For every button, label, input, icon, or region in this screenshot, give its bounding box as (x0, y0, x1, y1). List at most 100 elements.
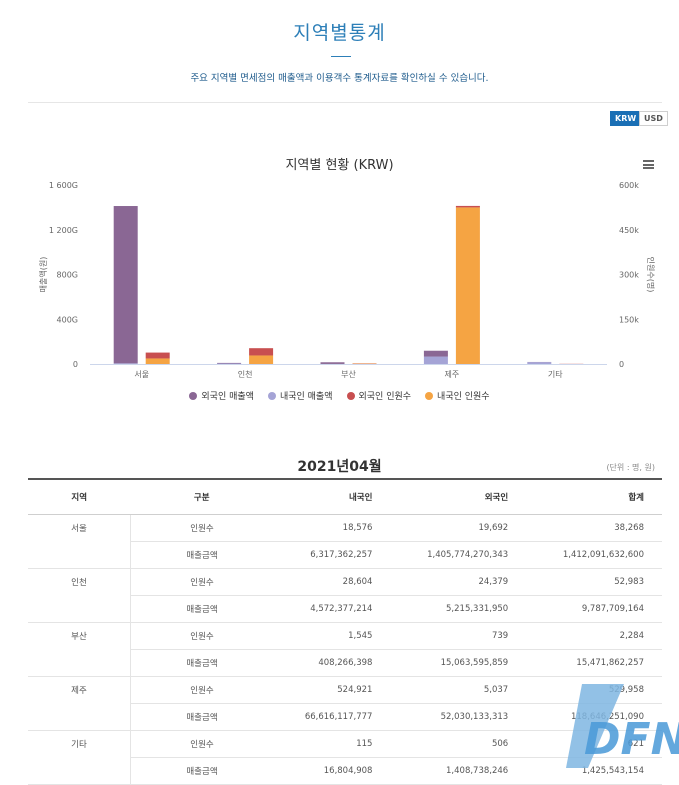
x-tick-label: 인천 (238, 369, 253, 379)
chart-area: 0 400G 800G 1 200G 1 600G 0 150k 300k 450k 600k 매출… (0, 175, 679, 385)
y-right-axis-title: 인원수(명) (646, 257, 656, 293)
type-cell: 인원수 (131, 731, 274, 758)
value-cell: 6,317,362,257 (273, 542, 390, 569)
value-cell: 739 (390, 623, 526, 650)
bar-foreign-sales (321, 362, 345, 364)
table-period: 2021년04월 (0, 456, 679, 476)
page-subtitle: 주요 지역별 면세점의 매출액과 이용객수 통계자료를 확인하실 수 있습니다. (0, 70, 679, 84)
header-region: 지역 (28, 479, 131, 515)
bar-foreign-sales (424, 351, 448, 357)
type-cell: 인원수 (131, 677, 274, 704)
type-cell: 매출금액 (131, 650, 274, 677)
legend-label: 외국인 매출액 (201, 392, 254, 402)
y-left-tick-label: 400G (57, 315, 78, 324)
legend-label: 내국인 인원수 (437, 392, 490, 402)
legend-dot-icon (425, 392, 433, 400)
region-cell: 기타 (28, 731, 131, 785)
bar-domestic-people (146, 358, 170, 364)
value-cell: 66,616,117,777 (273, 704, 390, 731)
page-title: 지역별통계 (0, 18, 679, 45)
header-domestic: 내국인 (273, 479, 390, 515)
bar-domestic-people (456, 207, 480, 364)
legend-item[interactable]: 내국인 인원수 (425, 389, 490, 402)
legend-dot-icon (268, 392, 276, 400)
top-divider (28, 102, 662, 103)
chart-legend: 외국인 매출액 내국인 매출액 외국인 인원수 내국인 인원수 (0, 389, 679, 402)
legend-label: 외국인 인원수 (359, 392, 412, 402)
y-right-tick-label: 150k (619, 315, 639, 324)
value-cell: 9,787,709,164 (526, 596, 662, 623)
value-cell: 408,266,398 (273, 650, 390, 677)
x-tick-label: 기타 (548, 370, 563, 379)
header-type: 구분 (131, 479, 274, 515)
bar-domestic-sales (527, 362, 551, 364)
y-left-tick-label: 1 200G (49, 226, 78, 235)
legend-item[interactable]: 외국인 매출액 (189, 389, 254, 402)
legend-dot-icon (347, 392, 355, 400)
header-total: 합계 (526, 479, 662, 515)
legend-item[interactable]: 내국인 매출액 (268, 389, 333, 402)
header-foreign: 외국인 (390, 479, 526, 515)
value-cell: 28,604 (273, 569, 390, 596)
value-cell: 524,921 (273, 677, 390, 704)
svg-text:DFN: DFN (584, 714, 679, 765)
bar-foreign-people (456, 206, 480, 207)
region-cell: 제주 (28, 677, 131, 731)
legend-label: 내국인 매출액 (280, 392, 333, 402)
x-tick-label: 제주 (445, 370, 460, 379)
region-cell: 부산 (28, 623, 131, 677)
x-tick-label: 서울 (134, 370, 149, 379)
value-cell: 38,268 (526, 515, 662, 542)
currency-krw-button[interactable]: KRW (610, 111, 641, 126)
y-left-tick-label: 800G (57, 271, 78, 280)
type-cell: 매출금액 (131, 596, 274, 623)
value-cell: 15,063,595,859 (390, 650, 526, 677)
value-cell: 1,412,091,632,600 (526, 542, 662, 569)
value-cell: 2,284 (526, 623, 662, 650)
table-header-row: 지역 구분 내국인 외국인 합계 (28, 479, 662, 515)
bar-domestic-sales (424, 357, 448, 364)
y-right-tick-label: 600k (619, 181, 639, 190)
value-cell: 19,692 (390, 515, 526, 542)
x-tick-label: 부산 (341, 369, 356, 379)
value-cell: 506 (390, 731, 526, 758)
type-cell: 매출금액 (131, 542, 274, 569)
value-cell: 24,379 (390, 569, 526, 596)
title-rule (331, 56, 351, 57)
bar-foreign-people (146, 353, 170, 359)
bar-domestic-sales (217, 363, 241, 364)
legend-item[interactable]: 외국인 인원수 (347, 389, 412, 402)
value-cell: 5,215,331,950 (390, 596, 526, 623)
y-right-tick-label: 0 (619, 360, 624, 369)
chart-title: 지역별 현황 (KRW) (0, 154, 679, 173)
value-cell: 52,983 (526, 569, 662, 596)
bar-domestic-people (249, 355, 273, 364)
value-cell: 5,037 (390, 677, 526, 704)
region-cell: 인천 (28, 569, 131, 623)
y-right-tick-label: 450k (619, 226, 639, 235)
type-cell: 인원수 (131, 515, 274, 542)
dfn-logo: DFN (566, 680, 679, 772)
y-left-tick-label: 0 (73, 360, 78, 369)
y-right-tick-label: 300k (619, 271, 639, 280)
value-cell: 4,572,377,214 (273, 596, 390, 623)
value-cell: 16,804,908 (273, 758, 390, 785)
type-cell: 인원수 (131, 569, 274, 596)
type-cell: 매출금액 (131, 758, 274, 785)
legend-dot-icon (189, 392, 197, 400)
region-cell: 서울 (28, 515, 131, 569)
y-left-tick-label: 1 600G (49, 181, 78, 190)
y-left-axis-title: 매출액(원) (38, 257, 48, 293)
type-cell: 매출금액 (131, 704, 274, 731)
value-cell: 1,408,738,246 (390, 758, 526, 785)
menu-icon[interactable] (643, 160, 654, 169)
table-unit: (단위 : 명, 원) (606, 462, 655, 473)
currency-usd-button[interactable]: USD (639, 111, 668, 126)
bar-domestic-sales (114, 363, 138, 364)
type-cell: 인원수 (131, 623, 274, 650)
value-cell: 18,576 (273, 515, 390, 542)
bar-foreign-sales (114, 206, 138, 363)
